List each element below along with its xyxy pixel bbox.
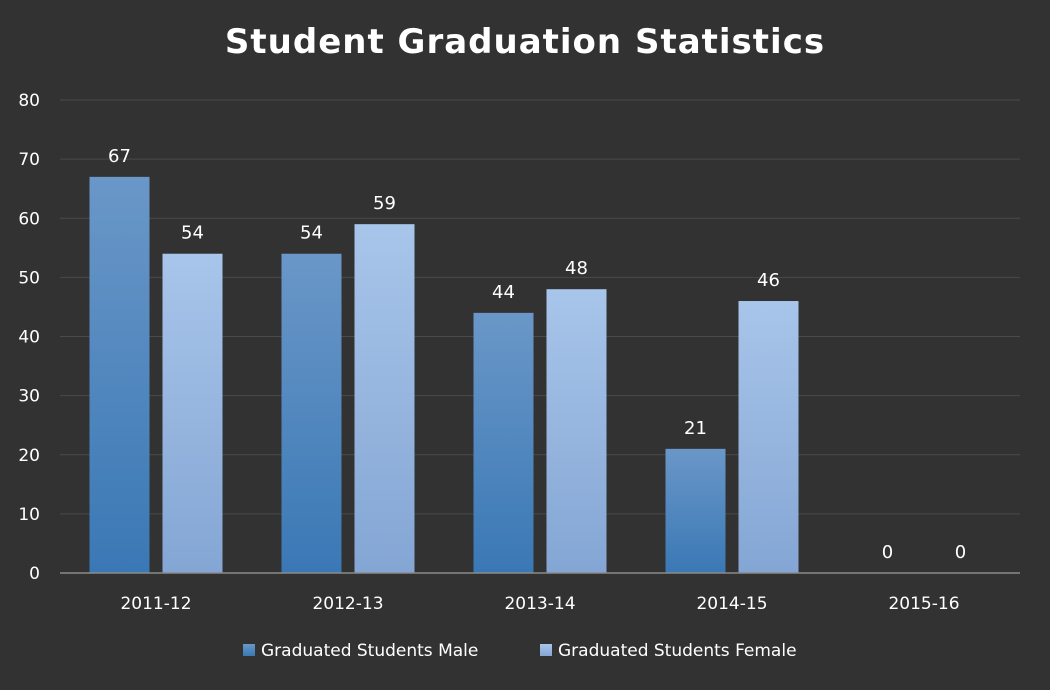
y-tick-label: 70 [18, 150, 40, 170]
x-tick-label: 2011-12 [120, 594, 191, 614]
chart-title: Student Graduation Statistics [224, 22, 826, 62]
y-tick-label: 80 [18, 91, 40, 111]
y-tick-label: 30 [18, 387, 40, 407]
legend-label: Graduated Students Female [558, 641, 797, 661]
data-label: 0 [955, 542, 966, 563]
y-tick-label: 0 [29, 564, 40, 584]
data-label: 54 [300, 223, 323, 244]
legend-swatch [540, 644, 552, 656]
x-tick-label: 2013-14 [504, 594, 575, 614]
y-tick-label: 60 [18, 209, 40, 229]
data-label: 21 [684, 418, 707, 439]
bar [665, 448, 726, 573]
bar [473, 312, 534, 573]
legend-label: Graduated Students Male [261, 641, 478, 661]
x-tick-label: 2012-13 [312, 594, 383, 614]
data-label: 54 [181, 223, 204, 244]
data-label: 0 [882, 542, 893, 563]
y-tick-label: 10 [18, 505, 40, 525]
bar [281, 253, 342, 573]
legend-swatch [243, 644, 255, 656]
bar [354, 224, 415, 573]
data-label: 59 [373, 193, 396, 214]
x-tick-label: 2014-15 [696, 594, 767, 614]
bar [89, 176, 150, 574]
y-tick-label: 20 [18, 446, 40, 466]
data-label: 67 [108, 146, 131, 167]
data-label: 44 [492, 282, 515, 303]
bar [738, 301, 799, 573]
bar [546, 289, 607, 573]
y-tick-label: 50 [18, 268, 40, 288]
x-tick-label: 2015-16 [888, 594, 959, 614]
y-tick-label: 40 [18, 328, 40, 348]
data-label: 46 [757, 270, 780, 291]
data-label: 48 [565, 258, 588, 279]
bar [162, 253, 223, 573]
